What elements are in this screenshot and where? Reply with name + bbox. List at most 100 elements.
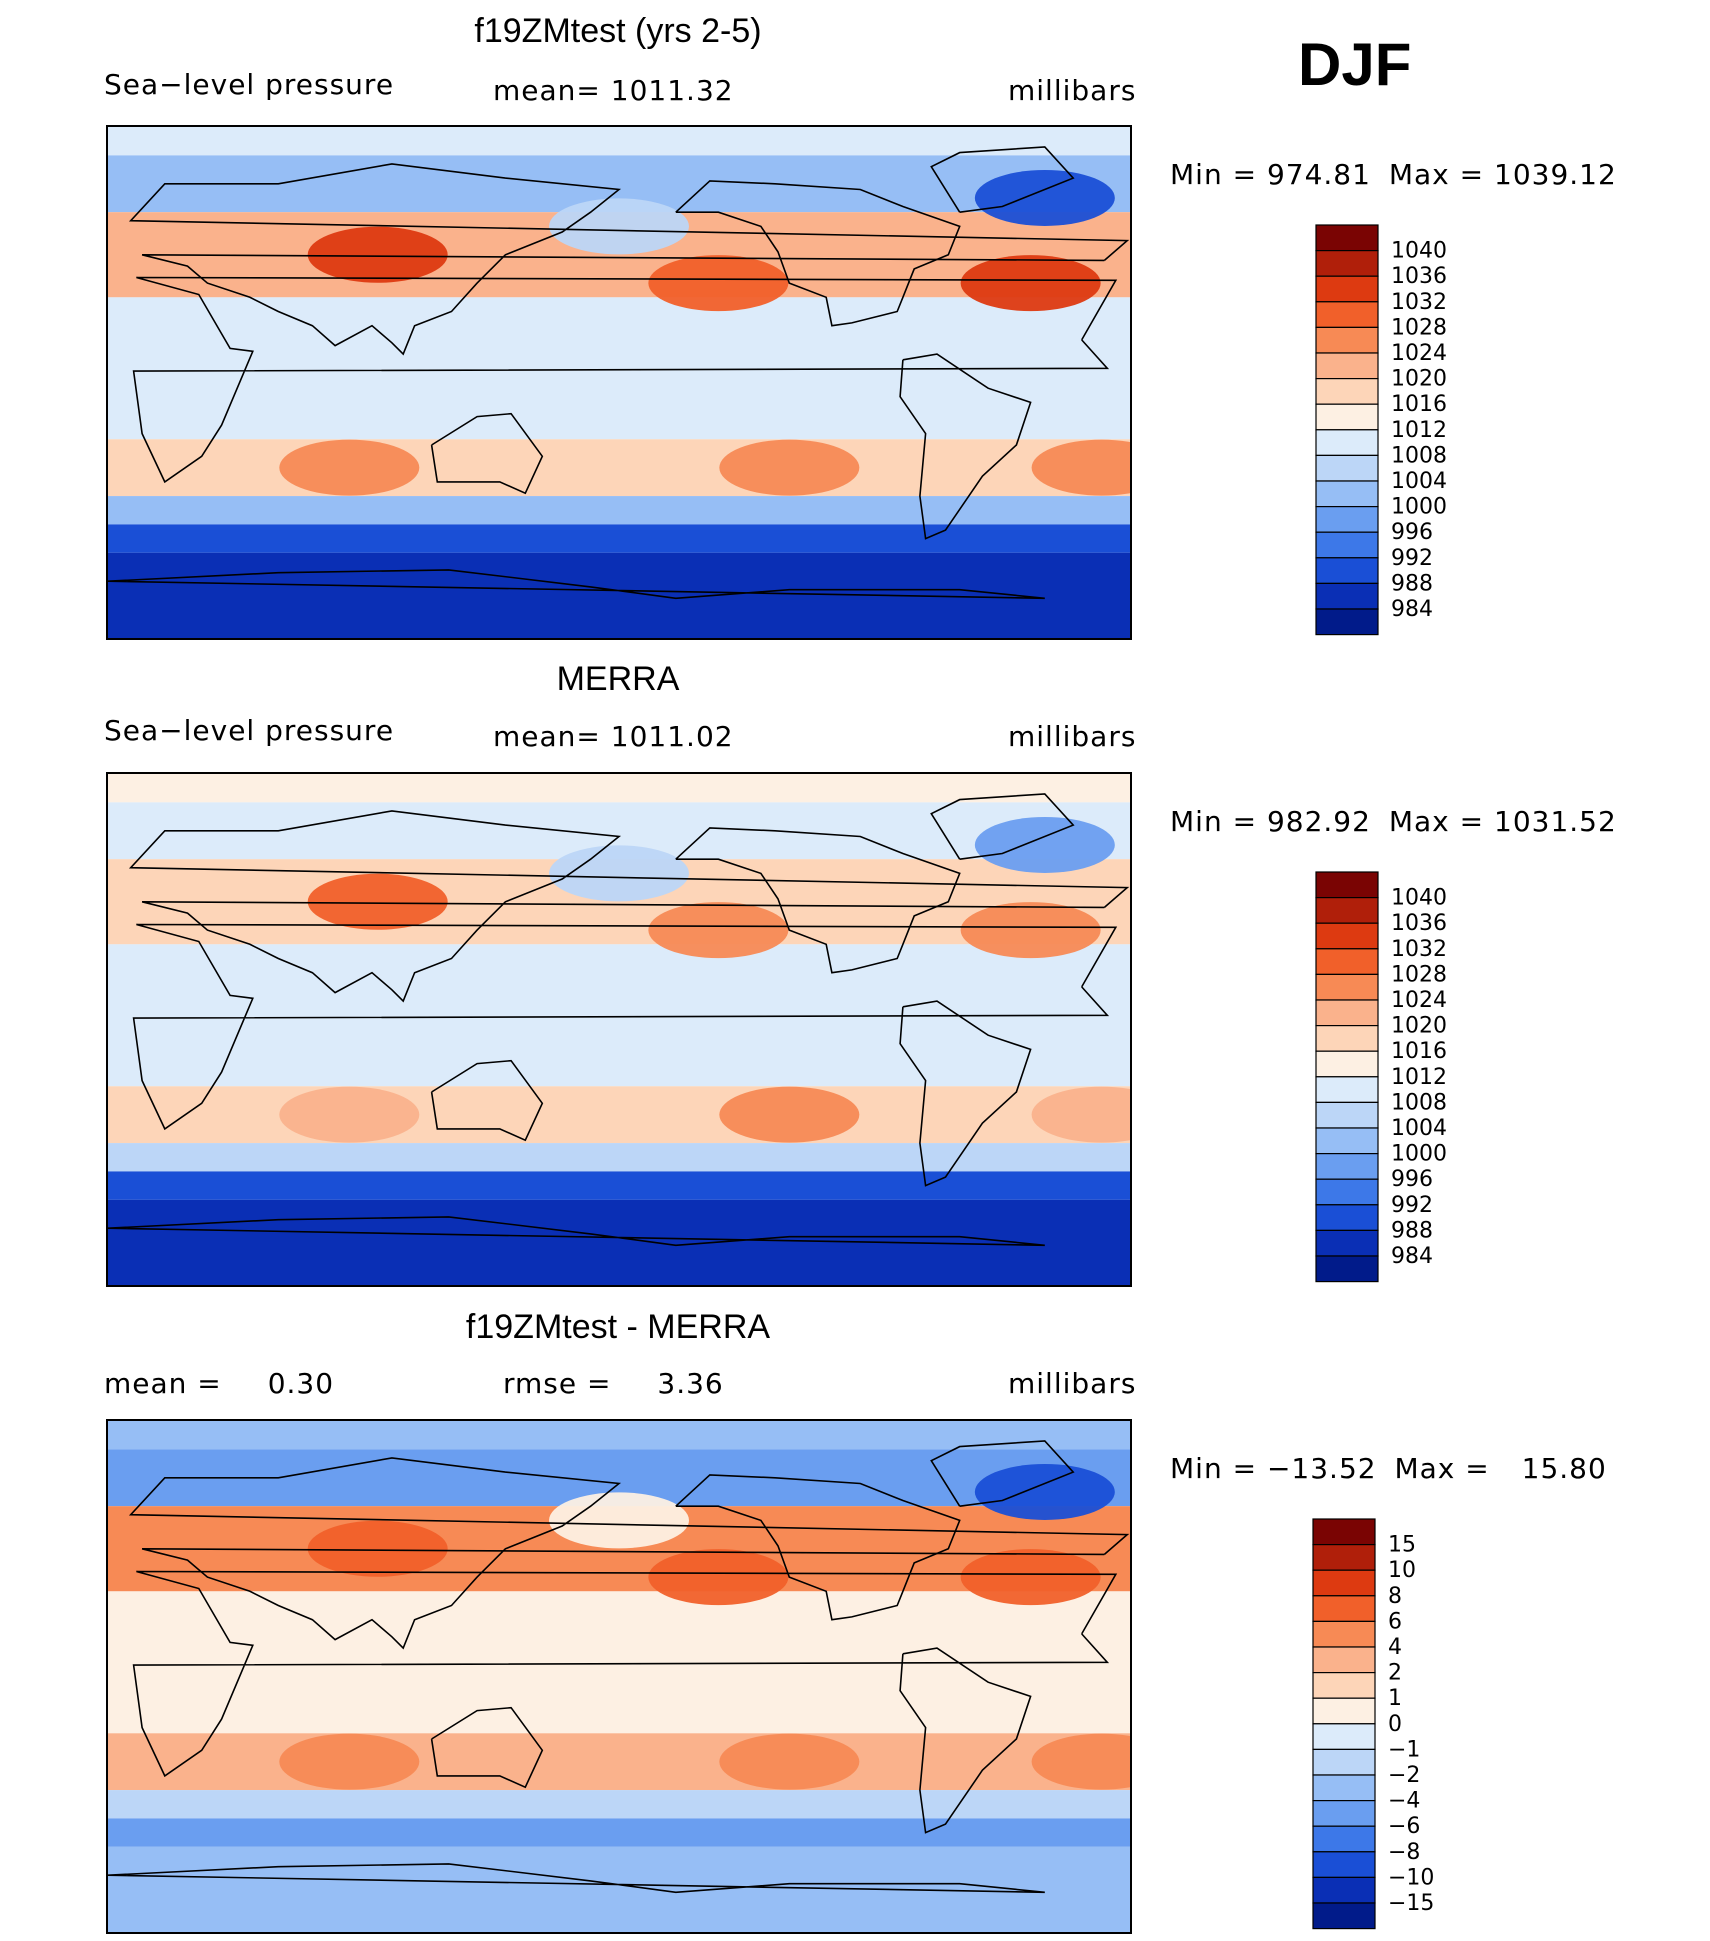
panel-1-pressure-cell [549, 198, 689, 255]
panel-2-colorbar-swatch [1315, 999, 1379, 1027]
panel-1-colorbar-swatch [1315, 403, 1379, 431]
panel-2-colorbar-label: 1036 [1391, 911, 1447, 936]
panel-3-coastline [430, 1706, 544, 1789]
panel-2-pressure-cell [974, 816, 1115, 873]
panel-2-coastline [108, 1216, 1045, 1247]
panel-3-colorbar-swatch [1312, 1902, 1376, 1930]
panel-2-colorbar-swatch [1315, 973, 1379, 1001]
panel-3-colorbar-swatch [1312, 1569, 1376, 1597]
panel-3-pressure-cell [549, 1492, 689, 1549]
panel-2-colorbar-label: 1024 [1391, 988, 1447, 1013]
panel-1-zone-8 [108, 552, 1130, 638]
panel-2-colorbar-label: 992 [1391, 1193, 1433, 1218]
panel-1-coastline [132, 276, 1118, 484]
panel-3-colorbar-label: 6 [1388, 1609, 1402, 1634]
panel-2-colorbar-swatch [1315, 1050, 1379, 1078]
panel-3-map [106, 1419, 1132, 1934]
panel-1-colorbar-swatch [1315, 326, 1379, 354]
panel-3-colorbar-label: 0 [1388, 1712, 1402, 1737]
panel-1-title: f19ZMtest (yrs 2-5) [474, 12, 762, 50]
panel-1-colorbar-swatch [1315, 506, 1379, 533]
panel-3-minmax: Min = −13.52 Max = 15.80 [1170, 1452, 1607, 1485]
panel-2-coastline [430, 1059, 544, 1142]
panel-1-variable: Sea−level pressure [104, 68, 395, 101]
panel-2-mean-value: 1011.02 [610, 720, 734, 753]
panel-2-units: millibars [1008, 720, 1137, 753]
panel-2-pressure-cell [549, 845, 689, 902]
panel-2-minmax: Min = 982.92 Max = 1031.52 [1170, 805, 1617, 838]
panel-2-pressure-cell [279, 1086, 420, 1143]
panel-2-colorbar-label: 1012 [1391, 1065, 1447, 1090]
panel-3-colorbar: 15 10 8 6 4 2 1 0 −1 −2 −4 −6 −8 −10 −15 [1312, 1518, 1492, 1932]
panel-1-colorbar-swatch [1315, 352, 1379, 380]
panel-3-colorbar-swatch [1312, 1748, 1376, 1776]
panel-2-pressure-cell [719, 1086, 860, 1143]
panel-2-mean-label: mean= [493, 720, 601, 753]
panel-3-colorbar-label: 10 [1388, 1558, 1416, 1583]
panel-1-colorbar-label: 1008 [1391, 443, 1447, 468]
panel-2-colorbar-label: 1000 [1391, 1142, 1447, 1167]
panel-2-coastline [899, 1000, 1032, 1187]
panel-1-colorbar-label: 1036 [1391, 264, 1447, 289]
panel-1-max-label: Max = [1388, 158, 1485, 191]
panel-1-units: millibars [1008, 74, 1137, 107]
panel-2-mean: mean= 1011.02 [493, 720, 734, 753]
panel-3-pressure-cell [307, 1520, 448, 1577]
panel-2-zone-8 [108, 1199, 1130, 1285]
panel-1-colorbar-swatch [1315, 429, 1379, 457]
panel-1-pressure-cell [648, 255, 789, 312]
panel-1-colorbar-label: 1024 [1391, 341, 1447, 366]
panel-2-colorbar-label: 988 [1391, 1218, 1433, 1243]
panel-2-colorbar-swatch [1315, 922, 1379, 950]
panel-3-colorbar-swatch [1312, 1646, 1376, 1674]
panel-1-pressure-cell [1031, 439, 1130, 496]
panel-3-pressure-cell [974, 1463, 1115, 1520]
panel-3-colorbar-swatch [1312, 1723, 1376, 1751]
panel-1-zone-1 [108, 127, 1130, 156]
panel-2-colorbar-swatch [1315, 1153, 1379, 1180]
panel-3-colorbar-label: −6 [1388, 1814, 1420, 1839]
panel-1-coastline [128, 163, 1130, 356]
panel-1-colorbar-swatch [1315, 480, 1379, 508]
panel-1-colorbar-swatch [1315, 250, 1379, 277]
panel-3-colorbar-swatch [1312, 1876, 1376, 1904]
panel-3-min-label: Min = [1170, 1452, 1258, 1485]
panel-3-colorbar-swatch [1312, 1544, 1376, 1571]
panel-2-colorbar-swatch [1315, 1076, 1379, 1104]
panel-1-colorbar-svg: 1040103610321028102410201016101210081004… [1315, 224, 1447, 636]
panel-3-colorbar-label: −1 [1388, 1737, 1420, 1762]
panel-1-colorbar-label: 992 [1391, 546, 1433, 571]
panel-1-coastline [899, 353, 1032, 540]
panel-2-zone-6 [108, 1143, 1130, 1172]
panel-2-colorbar-label: 1032 [1391, 937, 1447, 962]
season-label: DJF [1298, 31, 1412, 98]
panel-3-zone-5 [108, 1733, 1130, 1791]
panel-3-max-label: Max = [1394, 1452, 1490, 1485]
panel-1-zone-6 [108, 496, 1130, 525]
panel-2-colorbar-swatch [1315, 1025, 1379, 1052]
panel-2-colorbar-label: 1020 [1391, 1014, 1447, 1039]
panel-3-pressure-cell [279, 1733, 420, 1790]
panel-2-variable: Sea−level pressure [104, 714, 395, 747]
panel-2-colorbar-label: 1028 [1391, 962, 1447, 987]
panel-2-colorbar-svg: 1040103610321028102410201016101210081004… [1315, 871, 1447, 1283]
panel-2-colorbar-label: 1016 [1391, 1039, 1447, 1064]
panel-2-colorbar-label: 996 [1391, 1167, 1433, 1192]
panel-2-colorbar-swatch [1315, 948, 1379, 976]
panel-3-colorbar-label: −4 [1388, 1789, 1420, 1814]
panel-1-max-value: 1039.12 [1494, 158, 1617, 191]
panel-2-pressure-cell [960, 902, 1101, 959]
panel-3-colorbar-swatch [1312, 1851, 1376, 1878]
panel-2-colorbar-label: 1008 [1391, 1090, 1447, 1115]
panel-3-zone-7 [108, 1818, 1130, 1847]
panel-1-colorbar-label: 996 [1391, 520, 1433, 545]
panel-2-pressure-cell [1031, 1086, 1130, 1143]
panel-3-coastline [132, 1570, 1118, 1778]
panel-3-zone-1 [108, 1421, 1130, 1450]
panel-3-colorbar-label: 1 [1388, 1686, 1402, 1711]
panel-2-pressure-cell [307, 873, 448, 930]
panel-3-colorbar-label: 4 [1388, 1635, 1402, 1660]
panel-2-colorbar-swatch [1315, 1127, 1379, 1155]
panel-2-max-label: Max = [1388, 805, 1485, 838]
